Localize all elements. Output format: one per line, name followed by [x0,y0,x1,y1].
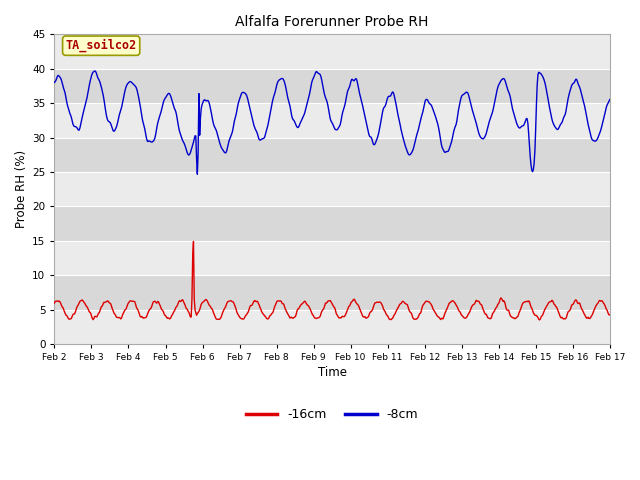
Bar [54,310,610,344]
Bar [54,69,610,103]
Title: Alfalfa Forerunner Probe RH: Alfalfa Forerunner Probe RH [236,15,429,29]
Y-axis label: Probe RH (%): Probe RH (%) [15,150,28,228]
Bar [54,172,610,206]
Text: TA_soilco2: TA_soilco2 [65,39,137,52]
X-axis label: Time: Time [317,366,347,379]
Bar [54,35,610,69]
Bar [54,206,610,241]
Legend: -16cm, -8cm: -16cm, -8cm [241,403,423,426]
Bar [54,138,610,172]
Bar [54,103,610,138]
Bar [54,241,610,275]
Bar [54,275,610,310]
